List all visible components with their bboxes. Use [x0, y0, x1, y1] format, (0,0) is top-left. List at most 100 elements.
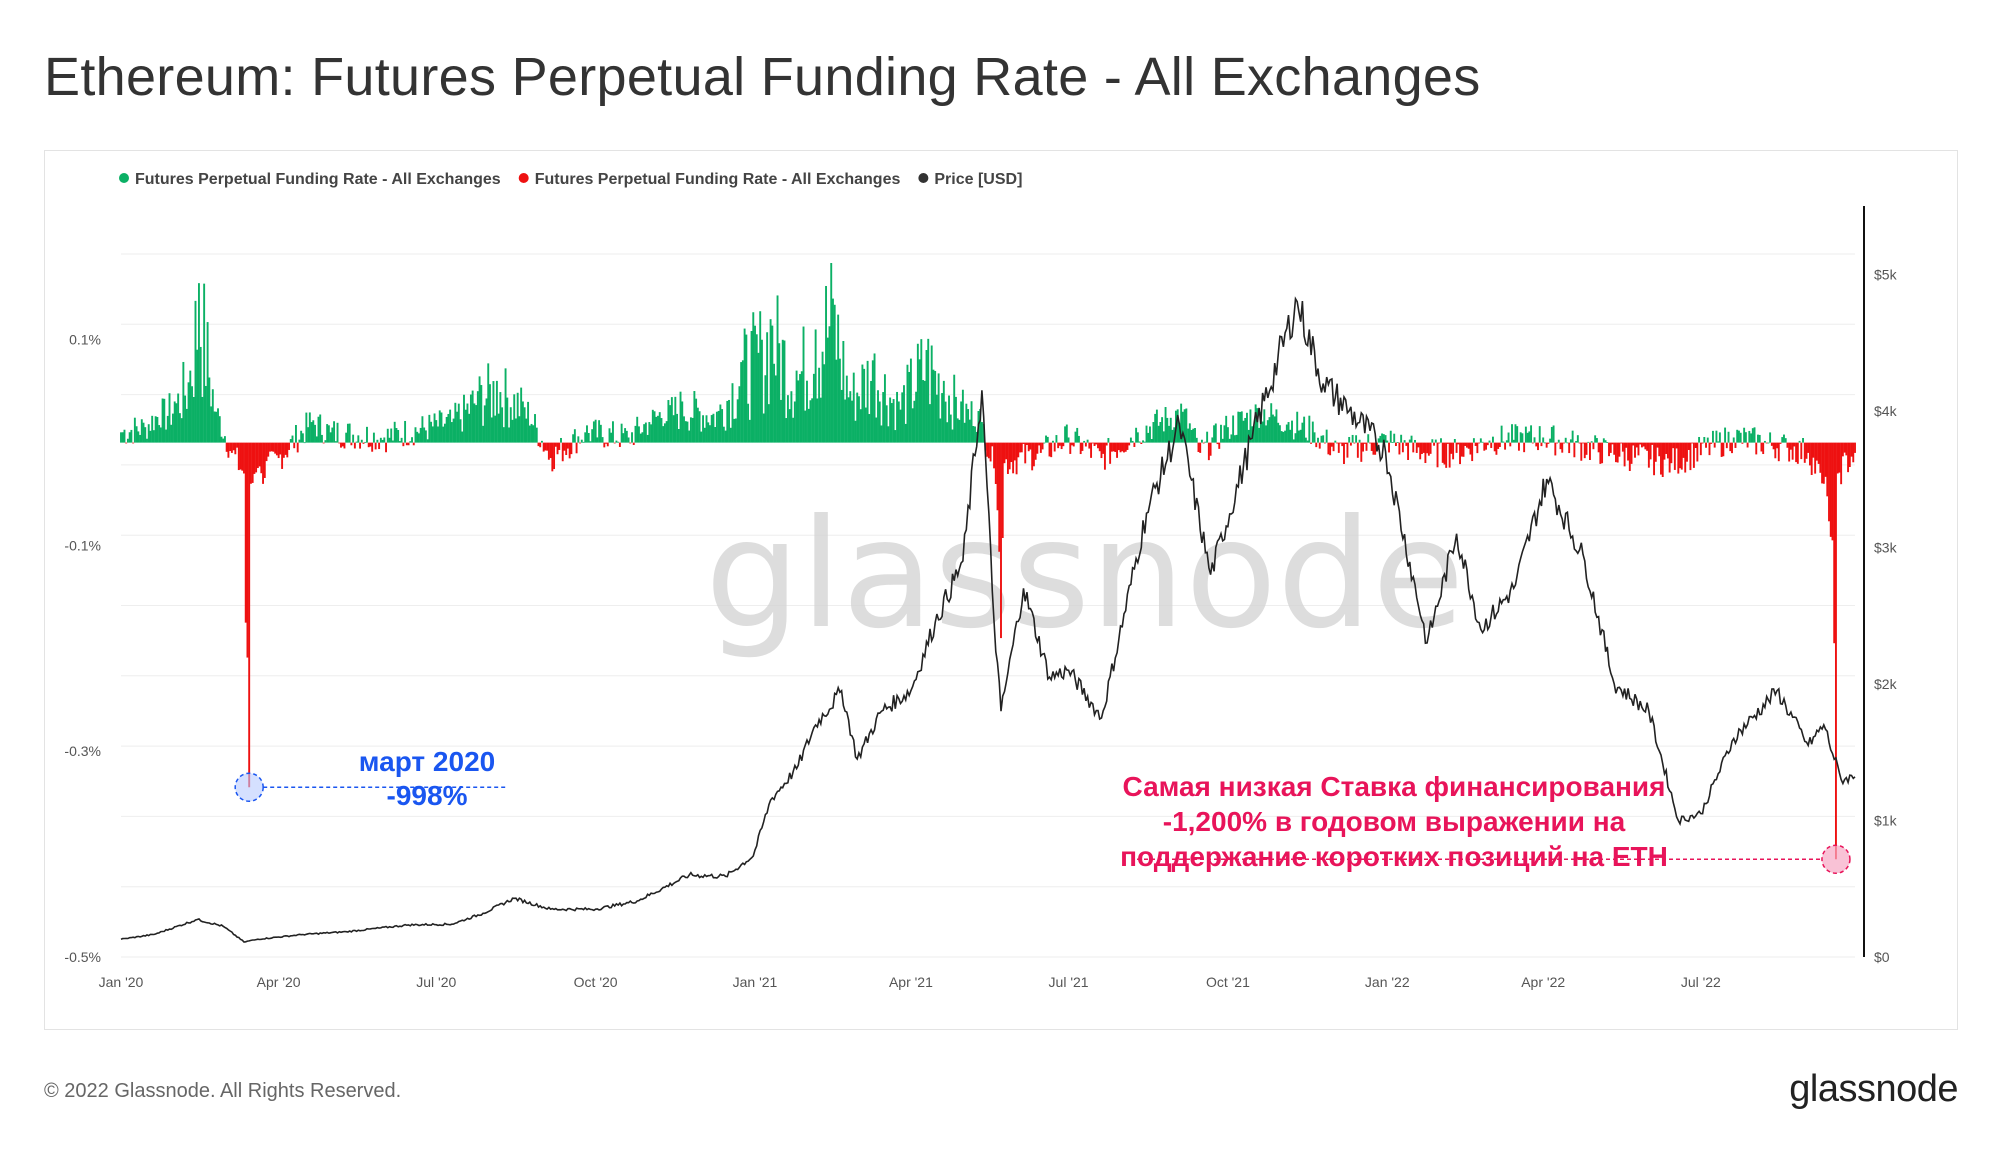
- funding-bar-positive: [163, 398, 166, 443]
- funding-bar-positive: [1391, 442, 1394, 443]
- funding-bar-negative: [1824, 442, 1827, 477]
- funding-bar-negative: [1471, 442, 1474, 462]
- funding-bar-negative: [1627, 442, 1630, 461]
- funding-bar-negative: [1420, 442, 1423, 455]
- footer-logo[interactable]: glassnode: [1789, 1068, 1958, 1110]
- funding-bar-positive: [1502, 441, 1505, 443]
- funding-bar-negative: [1498, 442, 1501, 448]
- funding-bar-positive: [1317, 437, 1319, 443]
- funding-bar-positive: [540, 440, 543, 443]
- funding-bar-negative: [1812, 442, 1815, 458]
- funding-bar-negative: [1093, 442, 1096, 446]
- funding-bar-positive: [1266, 420, 1269, 443]
- funding-bar-positive: [1159, 422, 1162, 443]
- funding-bar-positive: [1086, 439, 1089, 443]
- funding-bar-positive: [431, 426, 434, 443]
- funding-bar-negative: [385, 442, 387, 453]
- right-tick-label: $2k: [1874, 676, 1898, 692]
- funding-bar-positive: [1278, 425, 1281, 443]
- funding-bar-positive: [459, 419, 462, 443]
- funding-bar-negative: [1692, 442, 1695, 468]
- funding-bar-positive: [130, 429, 133, 443]
- funding-bar-positive: [1154, 413, 1157, 443]
- funding-bar-negative: [282, 442, 285, 458]
- funding-bar-positive: [196, 349, 199, 443]
- funding-bar-negative: [1429, 442, 1432, 454]
- funding-bar-positive: [667, 400, 670, 443]
- funding-bar-negative: [1639, 442, 1642, 445]
- funding-bar-positive: [175, 403, 178, 443]
- funding-bar-positive: [1256, 408, 1259, 443]
- funding-bar-positive: [149, 430, 152, 443]
- funding-bar-positive: [1698, 436, 1701, 443]
- funding-bar-positive: [454, 402, 457, 443]
- funding-bar-negative: [606, 442, 609, 447]
- funding-bar-negative: [1102, 442, 1105, 454]
- funding-bar-positive: [1045, 435, 1047, 443]
- funding-bar-positive: [617, 441, 620, 443]
- funding-bar-positive: [657, 415, 659, 443]
- funding-bar-positive: [1180, 403, 1183, 443]
- x-tick-label: Jan '22: [1365, 974, 1410, 990]
- funding-bar-negative: [1810, 442, 1813, 475]
- funding-bar-positive: [1043, 442, 1046, 444]
- funding-bar-positive: [442, 426, 445, 443]
- funding-bar-positive: [1334, 440, 1337, 443]
- funding-bar-negative: [1793, 442, 1796, 447]
- funding-bar-negative: [1651, 442, 1654, 445]
- funding-bar-positive: [684, 421, 687, 443]
- legend-label-2[interactable]: Futures Perpetual Funding Rate - All Exc…: [535, 171, 901, 188]
- funding-bar-negative: [1464, 442, 1467, 446]
- funding-bar-positive: [927, 338, 930, 443]
- funding-bar-positive: [1382, 434, 1385, 443]
- funding-bar-negative: [1630, 442, 1633, 464]
- funding-bar-negative: [1024, 442, 1027, 464]
- funding-bar-negative: [1640, 442, 1643, 448]
- funding-bar-positive: [814, 329, 817, 443]
- funding-bar-positive: [126, 438, 129, 443]
- funding-bar-negative: [225, 442, 228, 452]
- funding-bar-positive: [942, 380, 945, 443]
- funding-bar-negative: [1578, 442, 1581, 444]
- funding-bar-positive: [714, 426, 717, 443]
- funding-bar-positive: [1355, 435, 1358, 443]
- funding-bar-positive: [662, 426, 665, 443]
- funding-bar-negative: [603, 442, 606, 448]
- funding-bar-positive: [709, 425, 711, 443]
- funding-bar-positive: [812, 373, 815, 443]
- funding-bar-positive: [1166, 417, 1169, 443]
- funding-bar-positive: [889, 397, 892, 443]
- funding-bar-positive: [1129, 437, 1132, 443]
- funding-bar-positive: [717, 410, 720, 443]
- funding-bar-positive: [743, 328, 746, 443]
- funding-bar-positive: [854, 420, 857, 443]
- funding-bar-negative: [1372, 442, 1375, 455]
- funding-bar-negative: [343, 442, 346, 449]
- funding-bar-positive: [499, 392, 502, 443]
- funding-bar-positive: [1065, 424, 1068, 443]
- legend: Futures Perpetual Funding Rate - All Exc…: [119, 171, 1022, 188]
- funding-bar-positive: [1389, 430, 1392, 443]
- funding-bar-negative: [546, 442, 549, 451]
- funding-bar-negative: [1677, 442, 1680, 474]
- funding-bar-positive: [1190, 429, 1193, 443]
- funding-bar-positive: [601, 437, 604, 443]
- funding-bar-negative: [1531, 442, 1534, 444]
- funding-bar-positive: [582, 441, 585, 443]
- legend-label-1[interactable]: Futures Perpetual Funding Rate - All Exc…: [135, 171, 501, 188]
- funding-bar-negative: [1776, 442, 1779, 449]
- funding-bar-positive: [767, 404, 770, 443]
- funding-bar-negative: [1207, 442, 1210, 461]
- funding-bar-positive: [523, 407, 526, 443]
- funding-bar-positive: [416, 431, 419, 443]
- funding-bar-negative: [1036, 442, 1039, 454]
- price-line: [120, 296, 1856, 943]
- legend-label-3[interactable]: Price [USD]: [934, 171, 1022, 188]
- funding-bar-positive: [769, 319, 772, 443]
- funding-bar-positive: [780, 399, 782, 443]
- funding-bar-negative: [1644, 442, 1647, 450]
- funding-bar-positive: [360, 439, 363, 443]
- funding-bar-negative: [1656, 442, 1659, 448]
- funding-bar-negative: [1323, 442, 1326, 444]
- funding-bar-positive: [154, 416, 157, 443]
